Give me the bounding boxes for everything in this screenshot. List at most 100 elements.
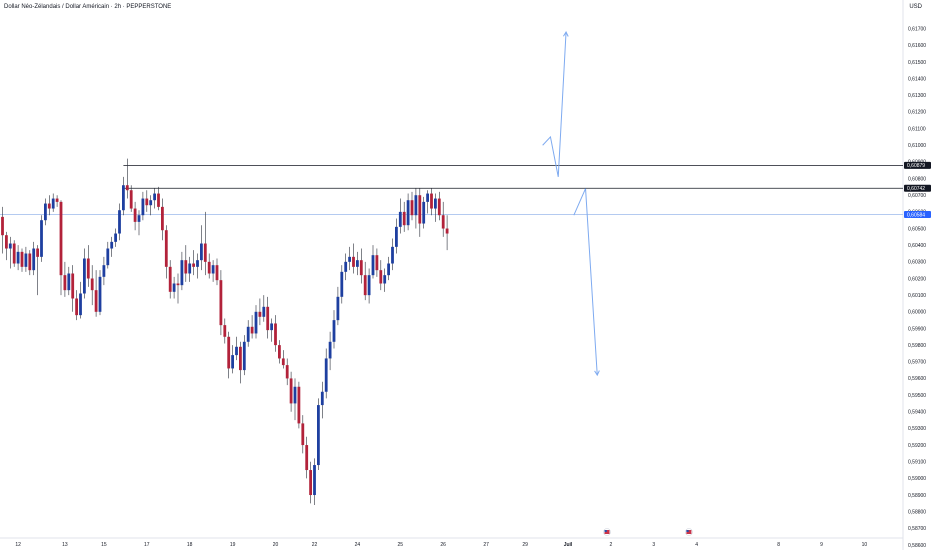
candle-body (297, 386, 301, 424)
candle-body (274, 323, 277, 346)
candle-body (383, 275, 387, 284)
candle-body (44, 203, 47, 221)
candle-body (235, 346, 238, 356)
candle-body (262, 306, 266, 317)
price-tick-label: 0,60000 (908, 310, 926, 316)
time-tick-label: 15 (101, 542, 107, 548)
candle-body (137, 215, 141, 222)
candle-body (317, 405, 320, 466)
projection-arrowhead-bearish (594, 370, 600, 377)
candle-body (157, 193, 160, 207)
price-tick-label: 0,61300 (908, 93, 926, 99)
time-tick-label: 3 (652, 542, 655, 548)
candle-body (98, 276, 102, 312)
candle-body (125, 185, 129, 191)
time-tick-label: 13 (62, 542, 68, 548)
candle-body (352, 256, 355, 267)
candle-body (207, 261, 211, 274)
price-tick-label: 0,58600 (908, 543, 926, 549)
candle-body (133, 208, 137, 222)
price-tick-label: 0,59600 (908, 376, 926, 382)
candle-body (55, 198, 59, 202)
price-tick-label: 0,61400 (908, 76, 926, 82)
candle-body (313, 465, 316, 496)
projection-path-bearish (573, 188, 598, 376)
price-tag-box (904, 211, 931, 219)
time-tick-label: 8 (777, 542, 780, 548)
candle-body (406, 200, 410, 226)
candle-body (176, 283, 180, 286)
candle-body (24, 253, 28, 267)
candle-body (164, 230, 168, 267)
time-tick-label: 2 (610, 542, 613, 548)
candle-body (402, 211, 406, 226)
candle-body (371, 255, 375, 276)
candle-body (441, 215, 445, 229)
candle-body (359, 260, 363, 276)
event-flag-icon-stripes (604, 530, 610, 534)
candle-body (379, 270, 383, 284)
event-flag-icon-canton (686, 530, 689, 532)
candle-body (184, 260, 188, 274)
candle-body (320, 391, 324, 406)
candle-body (293, 386, 297, 404)
time-tick-label: 26 (440, 542, 446, 548)
price-tag-box (904, 184, 931, 192)
time-tick-label: 17 (144, 542, 150, 548)
candle-body (180, 260, 184, 286)
candle-body (367, 275, 371, 296)
candle-body (227, 336, 231, 369)
candle-body (285, 365, 289, 379)
candle-body (122, 185, 125, 211)
candle-body (67, 273, 71, 291)
candle-body (430, 193, 433, 209)
price-tick-label: 0,61200 (908, 110, 926, 116)
candle-body (86, 258, 90, 279)
price-tick-label: 0,59500 (908, 393, 926, 399)
price-tick-label: 0,60200 (908, 276, 926, 282)
candle-body (266, 306, 270, 331)
level-lines (0, 165, 903, 215)
price-tick-label: 0,60500 (908, 226, 926, 232)
price-tick-label: 0,61100 (908, 126, 926, 132)
candle-body (231, 355, 234, 369)
candle-body (47, 203, 51, 209)
candle-body (200, 243, 203, 261)
candle-body (426, 193, 429, 202)
price-tick-label: 0,59200 (908, 443, 926, 449)
time-tick-label: 10 (862, 542, 868, 548)
time-tick-label: 9 (820, 542, 823, 548)
price-tick-label: 0,61600 (908, 43, 926, 49)
price-tick-label: 0,59800 (908, 343, 926, 349)
time-tick-label: 12 (15, 542, 21, 548)
candle-body (445, 228, 449, 234)
candle-body (114, 233, 117, 242)
candle-body (410, 200, 414, 216)
time-axis[interactable]: 12 13 15 17 18 19 20 22 24 25 26 27 29 Juil 2 3 4 8 9 10 (15, 542, 867, 548)
candle-body (239, 346, 242, 371)
candle-body (340, 271, 344, 297)
candle-body (242, 341, 246, 371)
price-tick-label: 0,58700 (908, 526, 926, 532)
candle-body (434, 198, 437, 209)
candle-body (28, 253, 32, 271)
candle-body (172, 283, 176, 292)
time-tick-label: Juil (564, 542, 573, 548)
candle-body (375, 255, 379, 271)
candle-body (16, 251, 20, 264)
price-axis[interactable]: 0,61700 0,61600 0,61500 0,61400 0,61300 0,612… (908, 26, 926, 548)
candle-body (110, 241, 114, 249)
candle-body (196, 260, 199, 267)
candle-body (106, 248, 110, 266)
price-tick-label: 0,58800 (908, 509, 926, 515)
event-flag-icon-canton (604, 530, 607, 532)
candle-body (336, 296, 340, 321)
candle-body (324, 358, 328, 392)
candle-body (414, 195, 418, 216)
candle-body (75, 298, 78, 316)
candle-body (344, 261, 348, 272)
candle-body (270, 323, 273, 331)
candle-body (437, 198, 441, 216)
candle-body (281, 358, 285, 366)
